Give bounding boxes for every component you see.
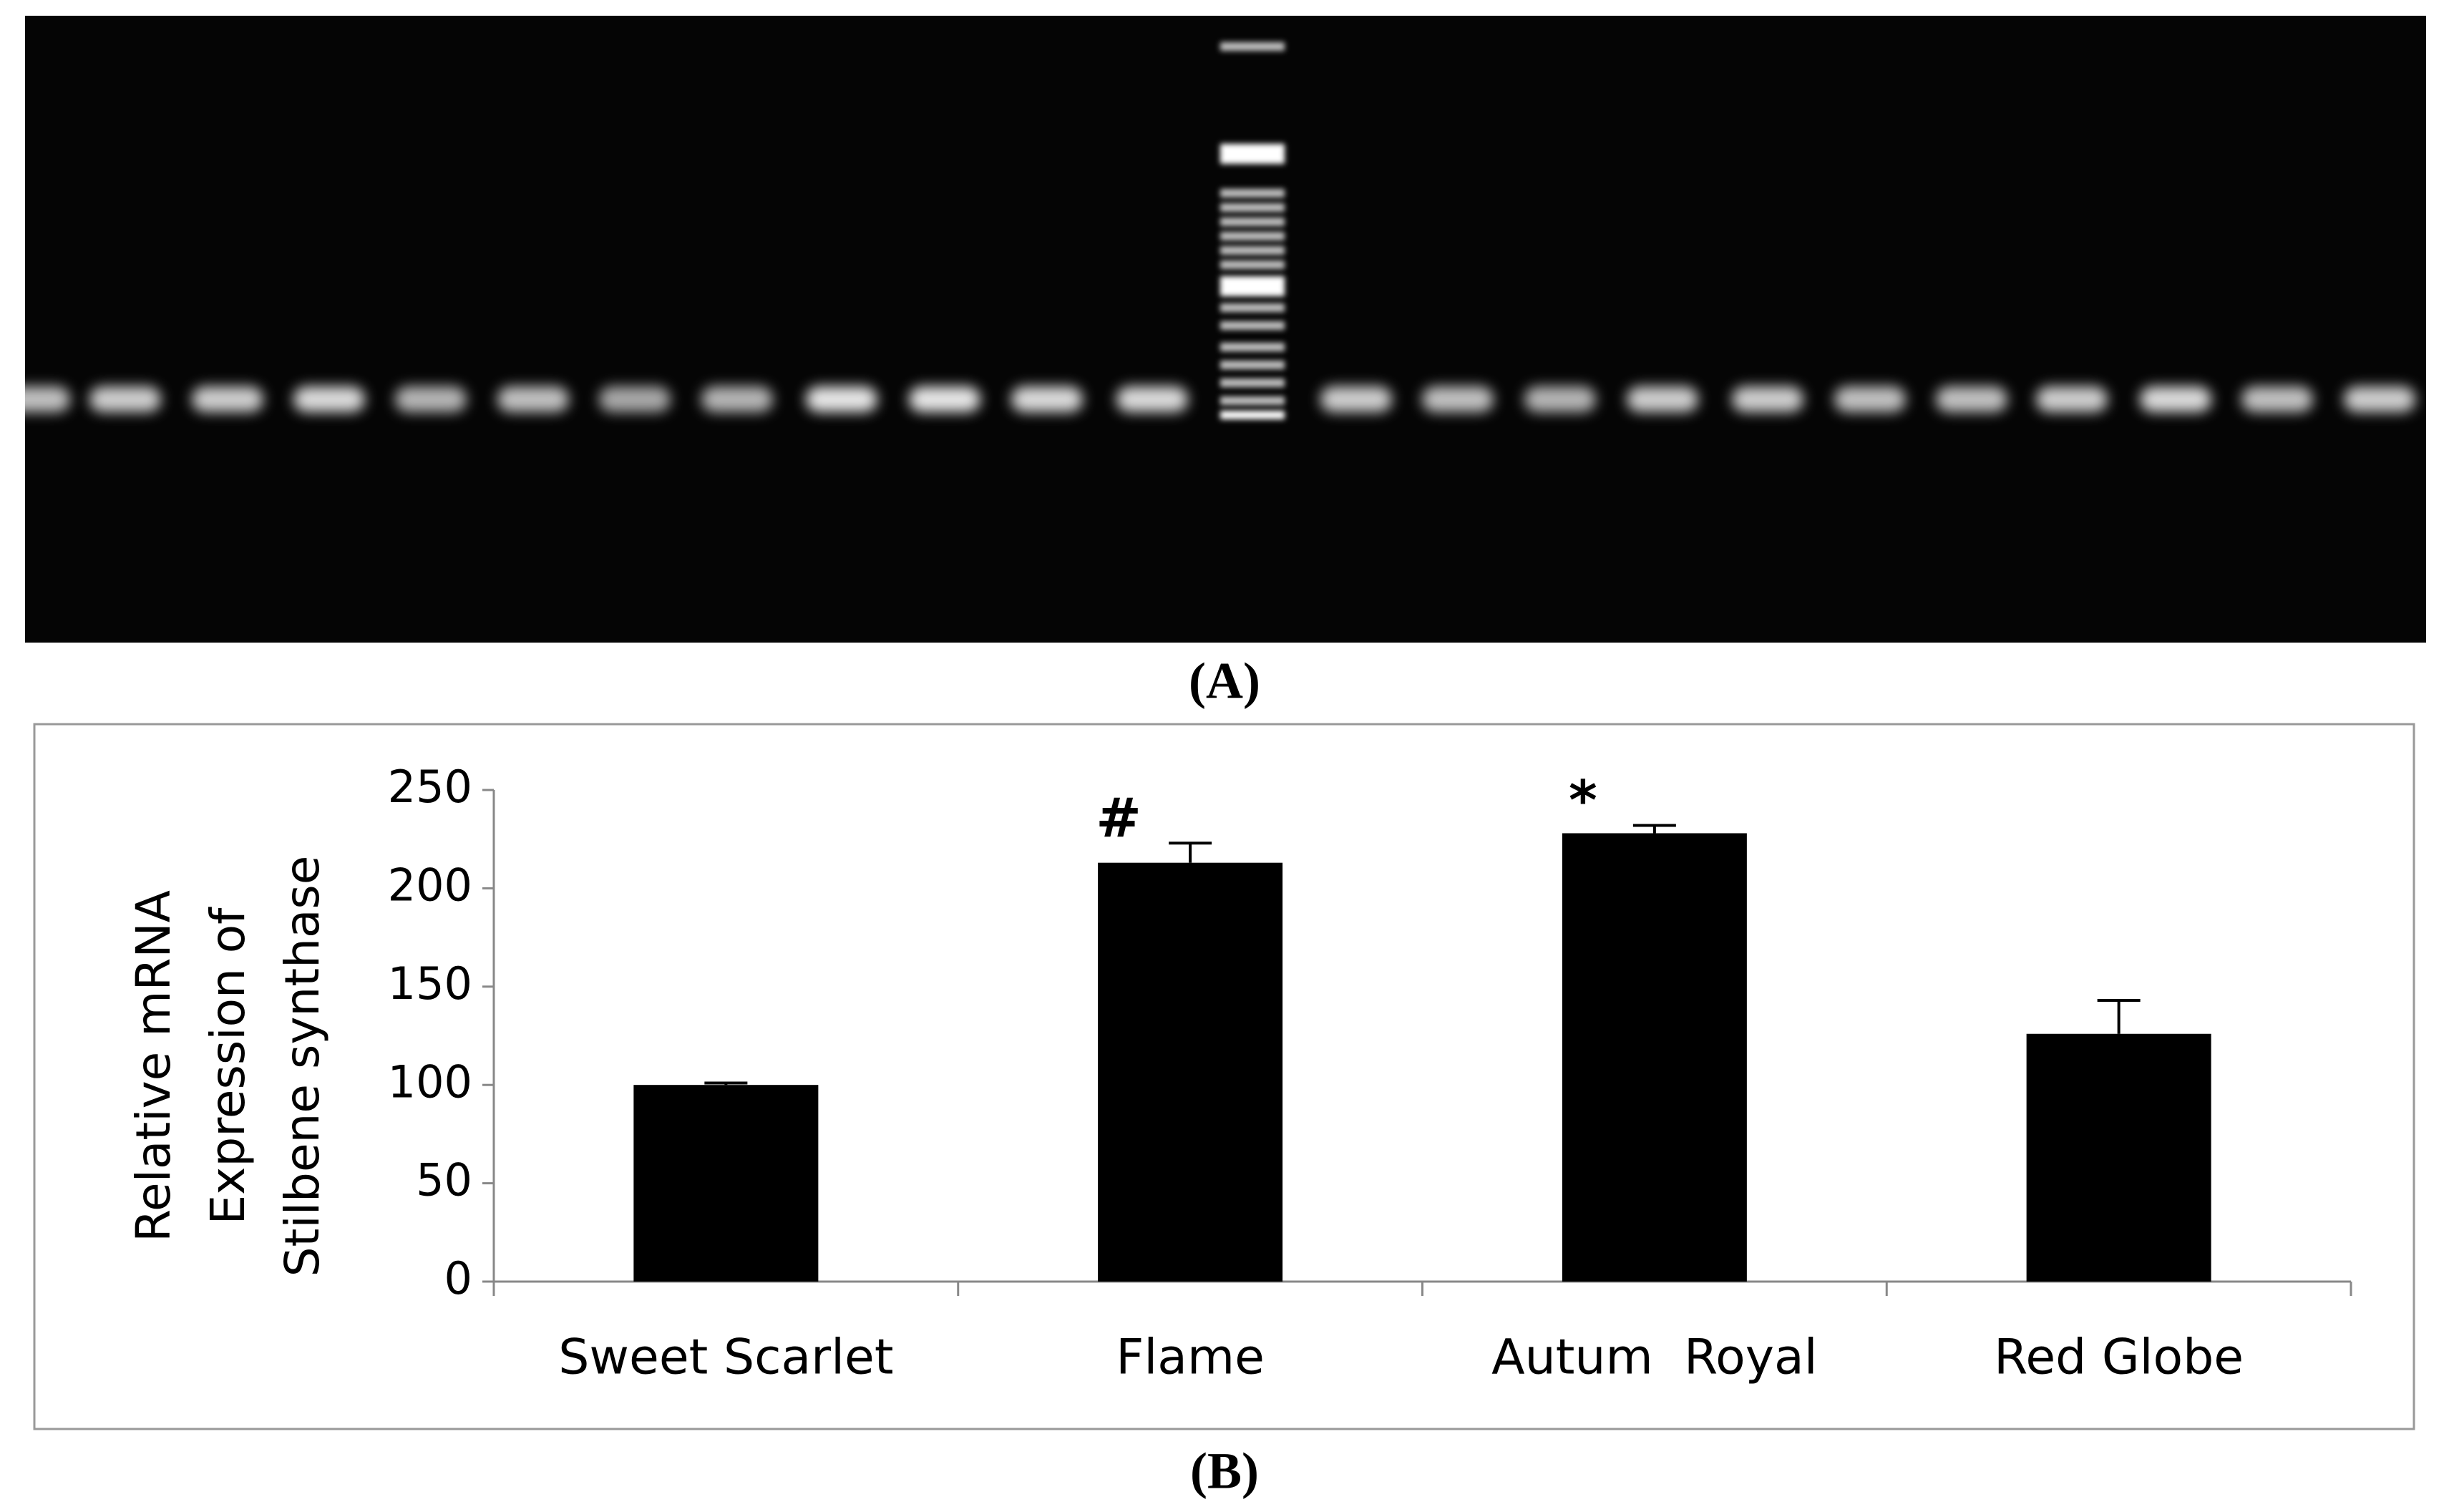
panel-label: (B) xyxy=(1190,1443,1259,1500)
x-tick-label: Flame xyxy=(1116,1330,1265,1386)
gel-band xyxy=(1011,386,1083,412)
gel-band xyxy=(2344,386,2415,412)
gel-band xyxy=(1116,386,1188,412)
gel-band xyxy=(701,386,773,412)
gel-band xyxy=(89,386,161,412)
y-tick-label: 150 xyxy=(388,957,472,1010)
y-axis-label: Stilbene synthase xyxy=(275,856,330,1277)
ladder-band xyxy=(1220,260,1285,269)
gel-band xyxy=(1422,386,1494,412)
gel-band xyxy=(293,386,365,412)
ladder-band xyxy=(1220,303,1285,312)
ladder-band xyxy=(1220,379,1285,387)
y-axis-label: Expression of xyxy=(200,907,255,1225)
ladder-band xyxy=(1220,246,1285,255)
gel-band xyxy=(192,386,263,412)
ladder-band xyxy=(1220,343,1285,351)
gel-band xyxy=(1834,386,1906,412)
ladder-band xyxy=(1220,396,1285,405)
y-tick-label: 200 xyxy=(388,859,472,911)
gel-band xyxy=(599,386,671,412)
x-tick-label: Autum Royal xyxy=(1491,1330,1817,1386)
ladder-band xyxy=(1220,203,1285,212)
ladder-band xyxy=(1220,411,1285,419)
y-axis-label: Relative mRNA xyxy=(126,890,181,1242)
gel-band xyxy=(395,386,467,412)
gel-band xyxy=(497,386,569,412)
gel-band xyxy=(1524,386,1596,412)
ladder-band xyxy=(1220,276,1285,296)
gel-band xyxy=(0,386,70,412)
gel-band xyxy=(1627,386,1698,412)
bar xyxy=(1562,833,1747,1282)
gel-band xyxy=(2036,386,2108,412)
y-tick-label: 0 xyxy=(444,1252,472,1304)
chart-frame xyxy=(33,723,2415,1430)
ladder-band xyxy=(1220,232,1285,240)
ladder-band xyxy=(1220,361,1285,369)
bar xyxy=(633,1085,819,1282)
ladder-band xyxy=(1220,218,1285,226)
gel-band xyxy=(1732,386,1803,412)
annotation: * xyxy=(1569,768,1597,831)
panel-label: (A) xyxy=(1189,653,1260,710)
y-tick-label: 100 xyxy=(388,1055,472,1108)
gel-band xyxy=(909,386,980,412)
bar xyxy=(1098,862,1283,1282)
gel-band xyxy=(806,386,877,412)
bar xyxy=(2026,1033,2211,1282)
ladder-band xyxy=(1220,189,1285,197)
annotation: # xyxy=(1096,786,1141,849)
ladder-band xyxy=(1220,321,1285,330)
gel-band xyxy=(1320,386,1392,412)
x-tick-label: Sweet Scarlet xyxy=(558,1330,893,1386)
y-tick-label: 250 xyxy=(388,761,472,813)
gel-band xyxy=(2241,386,2313,412)
x-tick-label: Red Globe xyxy=(1994,1330,2244,1386)
gel-band xyxy=(1936,386,2007,412)
y-tick-label: 50 xyxy=(416,1154,472,1206)
ladder-band xyxy=(1220,144,1285,164)
gel-bands xyxy=(0,42,2415,419)
ladder-band xyxy=(1220,42,1285,51)
gel-band xyxy=(2140,386,2211,412)
